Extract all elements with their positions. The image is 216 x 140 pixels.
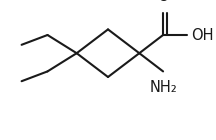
Text: NH₂: NH₂ [149,80,177,95]
Text: OH: OH [191,27,214,43]
Text: O: O [157,0,169,4]
